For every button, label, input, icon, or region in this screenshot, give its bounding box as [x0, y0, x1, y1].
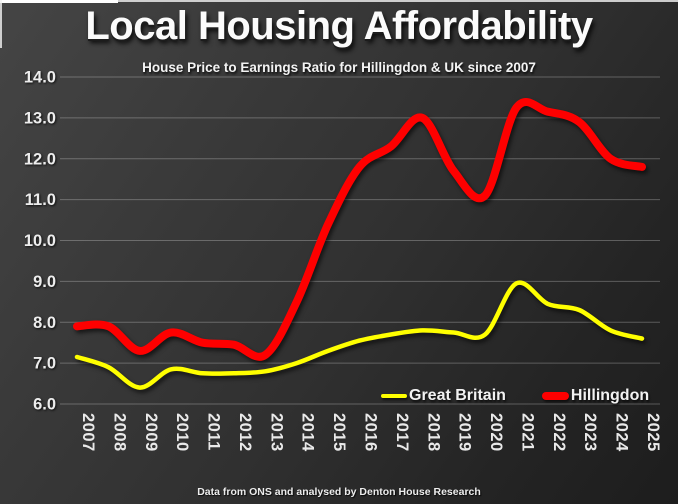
chart-legend: Great Britain Hillingdon	[381, 386, 649, 406]
y-axis-label: 8.0	[33, 314, 56, 332]
x-axis-label: 2015	[330, 413, 348, 452]
slide-edge-corner	[0, 0, 118, 3]
x-axis-label: 2024	[613, 413, 631, 452]
y-axis-label: 13.0	[24, 109, 56, 127]
x-axis-label: 2019	[456, 413, 474, 452]
series-line-hillingdon	[73, 98, 646, 361]
y-axis-label: 12.0	[24, 150, 56, 168]
y-axis-label: 7.0	[33, 355, 56, 373]
x-axis-label: 2017	[393, 413, 411, 452]
x-axis-label: 2013	[267, 413, 285, 452]
x-axis-label: 2009	[142, 413, 160, 452]
slide-edge-left	[0, 0, 2, 48]
y-axis-label: 9.0	[33, 273, 56, 291]
y-axis-label: 11.0	[25, 191, 56, 209]
x-axis-label: 2023	[581, 413, 599, 452]
slide-edge-top	[0, 0, 678, 2]
y-axis-label: 10.0	[24, 232, 56, 250]
x-axis-label: 2016	[362, 413, 380, 452]
x-axis-label: 2021	[518, 413, 536, 452]
x-axis-label: 2012	[236, 413, 254, 452]
legend-label-hillingdon: Hillingdon	[570, 387, 650, 404]
y-axis-label: 6.0	[33, 396, 56, 414]
series-line-great-britain	[74, 280, 645, 390]
x-axis-label: 2020	[487, 413, 505, 452]
x-axis-label: 2022	[550, 413, 568, 452]
chart-subtitle: House Price to Earnings Ratio for Hillin…	[142, 60, 536, 75]
x-axis-label: 2008	[110, 413, 128, 452]
great-britain-line-swatch	[381, 394, 407, 398]
legend-item-great-britain: Great Britain	[381, 387, 506, 405]
chart-title: Local Housing Affordability	[85, 4, 593, 48]
x-axis-label: 2007	[79, 413, 97, 452]
source-note: Data from ONS and analysed by Denton Hou…	[197, 486, 481, 498]
x-axis-label: 2025	[644, 413, 662, 452]
x-axis-label: 2011	[205, 413, 223, 451]
y-axis-label: 14.0	[24, 69, 56, 87]
x-axis-label: 2014	[299, 413, 317, 452]
hillingdon-line-swatch	[541, 392, 569, 400]
legend-item-hillingdon: Hillingdon	[541, 387, 650, 405]
x-axis-label: 2010	[173, 413, 191, 452]
legend-label-great-britain: Great Britain	[409, 387, 506, 404]
x-axis-label: 2018	[424, 413, 442, 452]
